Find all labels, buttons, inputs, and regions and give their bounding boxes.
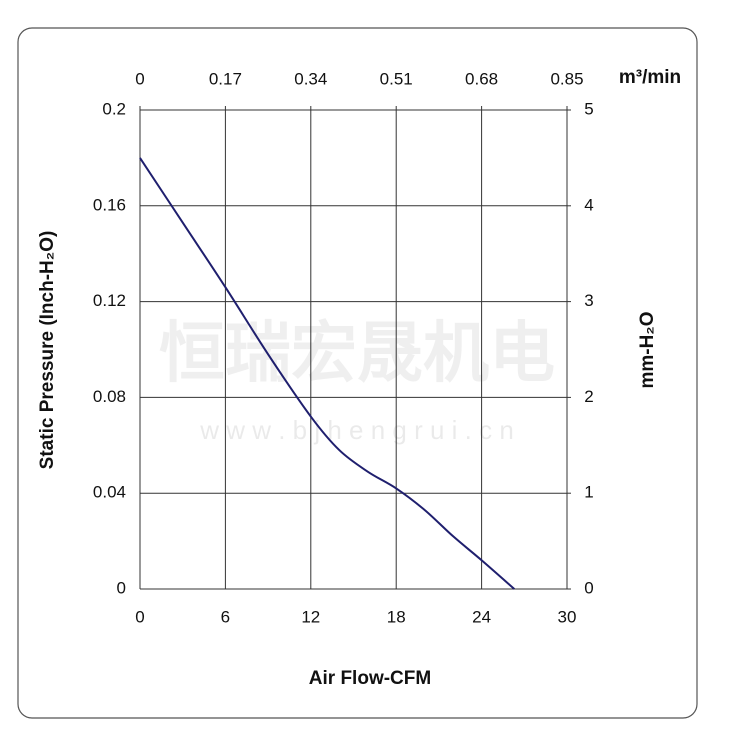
y2-tick-label: 2	[584, 387, 593, 406]
y-tick-label: 0.2	[102, 99, 126, 118]
watermark-url: w w w . b j h e n g r u i . c n	[199, 415, 514, 445]
x2-tick-label: 0.68	[465, 69, 498, 88]
y-axis-title: Static Pressure (Inch-H₂O)	[37, 231, 58, 470]
x-tick-label: 24	[472, 607, 491, 626]
x2-tick-label: 0	[135, 69, 144, 88]
y-tick-label: 0.08	[93, 387, 126, 406]
y-tick-label: 0.16	[93, 195, 126, 214]
x2-tick-label: 0.34	[294, 69, 327, 88]
x2-axis-title: m³/min	[619, 67, 681, 88]
x-tick-label: 0	[135, 607, 144, 626]
x2-tick-label: 0.51	[380, 69, 413, 88]
frame	[17, 27, 698, 719]
x2-tick-label: 0.85	[550, 69, 583, 88]
x-tick-label: 30	[558, 607, 577, 626]
y2-tick-label: 5	[584, 99, 593, 118]
curve	[139, 157, 515, 590]
x-tick-label: 12	[301, 607, 320, 626]
y2-tick-label: 3	[584, 291, 593, 310]
watermark: 恒瑞宏晟机电	[159, 315, 555, 389]
x2-tick-label: 0.17	[209, 69, 242, 88]
y2-axis-title: mm-H₂O	[637, 311, 658, 388]
y-tick-label: 0	[117, 578, 126, 597]
y2-tick-label: 4	[584, 195, 593, 214]
x-axis-title: Air Flow-CFM	[309, 668, 431, 689]
y2-tick-label: 1	[584, 483, 593, 502]
y-tick-label: 0.12	[93, 291, 126, 310]
x-tick-label: 18	[387, 607, 406, 626]
y-tick-label: 0.04	[93, 483, 126, 502]
y2-tick-label: 0	[584, 578, 593, 597]
x-tick-label: 6	[221, 607, 230, 626]
